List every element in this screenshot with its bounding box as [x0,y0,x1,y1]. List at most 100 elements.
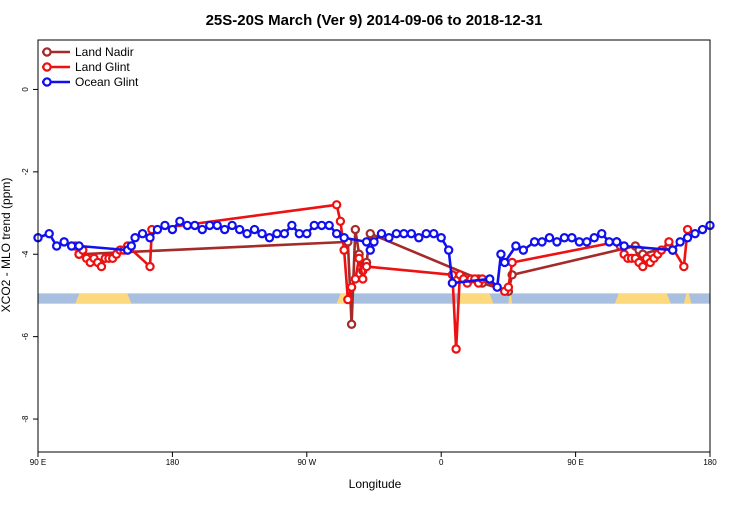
data-point-ocean-glint [128,242,135,249]
data-point-ocean-glint [538,238,545,245]
data-point-ocean-glint [53,242,60,249]
data-point-ocean-glint [75,242,82,249]
chart-title: 25S-20S March (Ver 9) 2014-09-06 to 2018… [206,12,543,29]
data-point-ocean-glint [583,238,590,245]
data-point-land-glint [337,218,344,225]
data-point-land-nadir [352,226,359,233]
data-point-land-glint [509,259,516,266]
x-tick-label: 90 W [297,458,316,467]
data-point-ocean-glint [561,234,568,241]
data-point-ocean-glint [46,230,53,237]
x-tick-label: 180 [166,458,180,467]
data-point-ocean-glint [621,242,628,249]
data-point-ocean-glint [531,238,538,245]
data-point-ocean-glint [699,226,706,233]
data-point-ocean-glint [520,247,527,254]
data-point-ocean-glint [296,230,303,237]
ocean-band [38,293,710,303]
data-point-ocean-glint [169,226,176,233]
data-point-ocean-glint [303,230,310,237]
data-point-ocean-glint [553,238,560,245]
x-tick-label: 90 E [30,458,46,467]
x-axis-label: Longitude [349,477,402,491]
data-point-ocean-glint [184,222,191,229]
data-point-land-glint [665,238,672,245]
data-point-ocean-glint [445,247,452,254]
data-point-ocean-glint [576,238,583,245]
data-point-ocean-glint [423,230,430,237]
data-point-ocean-glint [258,230,265,237]
data-point-ocean-glint [598,230,605,237]
data-point-ocean-glint [251,226,258,233]
plot-area: 90 E 180 90 W 0 90 E 180 0 -2 -4 -6 -8 [21,40,717,467]
data-point-ocean-glint [236,226,243,233]
data-point-ocean-glint [363,238,370,245]
data-point-ocean-glint [591,234,598,241]
data-point-ocean-glint [400,230,407,237]
data-point-ocean-glint [430,230,437,237]
data-point-land-glint [639,263,646,270]
y-tick-label: -2 [21,168,30,176]
data-point-land-glint [348,284,355,291]
data-point-ocean-glint [139,230,146,237]
data-point-ocean-glint [311,222,318,229]
data-point-land-glint [363,263,370,270]
y-tick-label: -6 [21,333,30,341]
data-point-ocean-glint [199,226,206,233]
data-point-ocean-glint [206,222,213,229]
data-point-ocean-glint [568,234,575,241]
data-point-ocean-glint [449,279,456,286]
data-point-ocean-glint [494,284,501,291]
data-point-land-glint [344,296,351,303]
data-point-ocean-glint [161,222,168,229]
legend-label-land-glint: Land Glint [75,60,130,74]
data-point-ocean-glint [131,234,138,241]
data-point-ocean-glint [378,230,385,237]
land-band-2 [456,293,493,303]
data-point-ocean-glint [68,242,75,249]
legend-label-land-nadir: Land Nadir [75,45,134,59]
data-point-land-glint [453,345,460,352]
data-point-land-glint [341,247,348,254]
data-point-ocean-glint [341,234,348,241]
data-point-ocean-glint [318,222,325,229]
data-point-land-glint [684,226,691,233]
data-point-ocean-glint [512,242,519,249]
legend-label-ocean-glint: Ocean Glint [75,75,139,89]
data-point-ocean-glint [146,234,153,241]
data-point-ocean-glint [176,218,183,225]
data-point-ocean-glint [154,226,161,233]
data-point-ocean-glint [370,238,377,245]
data-point-ocean-glint [486,275,493,282]
land-band-4 [615,293,671,303]
data-point-ocean-glint [221,226,228,233]
data-point-ocean-glint [415,234,422,241]
data-point-ocean-glint [229,222,236,229]
data-point-ocean-glint [326,222,333,229]
data-point-ocean-glint [691,230,698,237]
legend-marker-land-nadir [43,48,50,55]
y-tick-label: -8 [21,415,30,423]
y-tick-label: 0 [21,87,30,92]
data-point-ocean-glint [677,238,684,245]
data-point-ocean-glint [606,238,613,245]
x-tick-label: 0 [439,458,444,467]
data-point-ocean-glint [684,234,691,241]
data-point-land-glint [680,263,687,270]
data-point-land-glint [98,263,105,270]
legend-marker-ocean-glint [43,78,50,85]
data-point-ocean-glint [243,230,250,237]
data-point-ocean-glint [501,259,508,266]
data-point-ocean-glint [273,230,280,237]
data-point-ocean-glint [385,234,392,241]
x-tick-label: 180 [703,458,717,467]
data-point-ocean-glint [333,230,340,237]
data-point-ocean-glint [281,230,288,237]
y-tick-label: -4 [21,250,30,258]
data-point-ocean-glint [613,238,620,245]
data-point-ocean-glint [393,230,400,237]
data-point-land-glint [505,284,512,291]
